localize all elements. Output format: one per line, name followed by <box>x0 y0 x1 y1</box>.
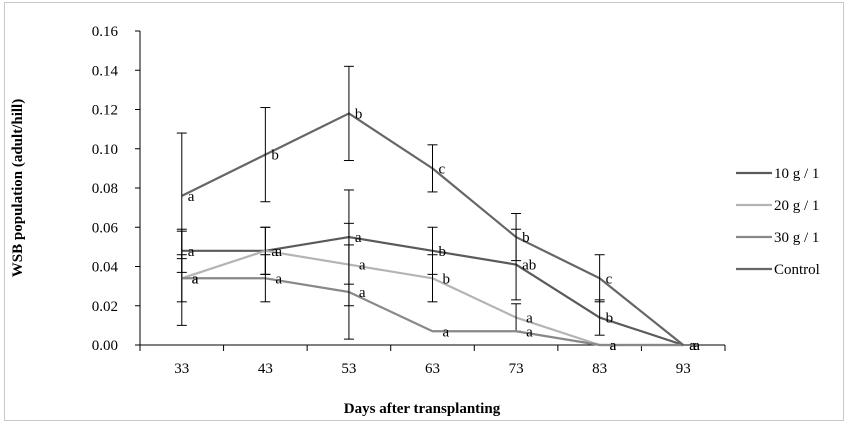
y-tick-label: 0.00 <box>92 338 118 354</box>
chart-frame <box>4 2 844 421</box>
x-ticks: 33 43 53 63 73 83 93 <box>139 345 726 377</box>
x-tick-label: 53 <box>341 361 356 377</box>
y-tick-label: 0.12 <box>92 103 118 119</box>
legend-label: 20 g / 1 <box>774 198 819 214</box>
significance-label: b <box>443 271 451 287</box>
significance-label: a <box>526 324 533 340</box>
significance-label: a <box>359 285 366 301</box>
y-tick-label: 0.06 <box>92 220 119 236</box>
significance-label: a <box>526 311 533 327</box>
x-tick-label: 33 <box>174 361 189 377</box>
significance-label: a <box>355 230 362 246</box>
x-tick-label: 73 <box>509 361 524 377</box>
significance-label: a <box>689 338 696 354</box>
significance-label: a <box>192 271 199 287</box>
x-tick-label: 43 <box>258 361 273 377</box>
series-layer <box>176 65 684 347</box>
y-ticks: 0.00 0.02 0.04 0.06 0.08 0.10 0.12 0.14 0.16 <box>92 24 140 354</box>
y-tick-label: 0.08 <box>92 181 118 197</box>
legend-label: Control <box>774 262 820 278</box>
y-tick-label: 0.02 <box>92 299 118 315</box>
legend-label: 30 g / 1 <box>774 230 819 246</box>
significance-label: a <box>271 244 278 260</box>
significance-label: a <box>275 244 282 260</box>
significance-label: a <box>443 324 450 340</box>
significance-label: ab <box>522 258 536 274</box>
significance-label: a <box>693 338 700 354</box>
x-tick-label: 93 <box>676 361 691 377</box>
x-tick-label: 63 <box>425 361 440 377</box>
significance-label: a <box>192 271 199 287</box>
significance-label: b <box>271 148 279 164</box>
significance-label: a <box>689 338 696 354</box>
significance-label: a <box>188 189 195 205</box>
significance-label: a <box>693 338 700 354</box>
significance-label: c <box>606 271 613 287</box>
legend: 10 g / 1 20 g / 1 30 g / 1 Control <box>736 166 820 278</box>
significance-label: a <box>359 258 366 274</box>
significance-label: a <box>610 338 617 354</box>
significance-label: c <box>439 161 446 177</box>
x-axis-title: Days after transplanting <box>344 401 501 417</box>
significance-label: b <box>439 244 447 260</box>
legend-label: 10 g / 1 <box>774 166 819 182</box>
y-tick-label: 0.14 <box>92 63 119 79</box>
y-tick-label: 0.16 <box>92 24 119 40</box>
x-tick-label: 83 <box>592 361 607 377</box>
significance-label: a <box>188 244 195 260</box>
significance-label: b <box>522 230 530 246</box>
significance-label: b <box>606 311 614 327</box>
significance-label: a <box>275 271 282 287</box>
y-tick-label: 0.04 <box>92 260 119 276</box>
y-axis-title: WSB population (adult/hill) <box>10 99 26 277</box>
significance-label: b <box>355 106 363 122</box>
y-tick-label: 0.10 <box>92 142 118 158</box>
significance-label: a <box>610 338 617 354</box>
